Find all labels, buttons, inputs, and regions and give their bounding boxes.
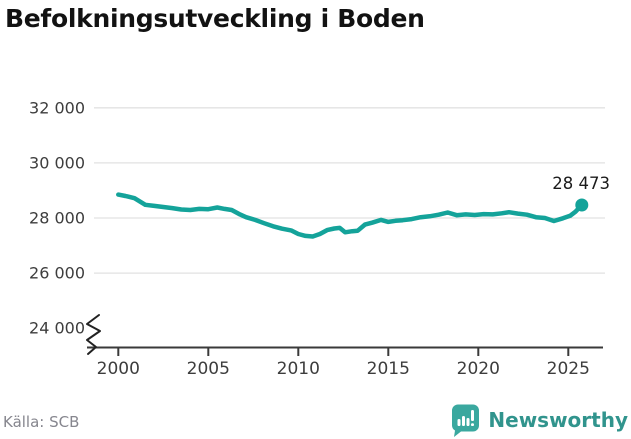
y-axis-tick-label: 32 000 — [29, 98, 85, 117]
newsworthy-logo-icon — [452, 404, 480, 437]
y-axis-tick-label: 26 000 — [29, 264, 85, 283]
x-axis-tick-label: 2005 — [187, 359, 230, 379]
page-title: Befolkningsutveckling i Boden — [5, 4, 425, 33]
end-value-label: 28 473 — [552, 174, 610, 193]
x-axis-tick-label: 2010 — [277, 359, 320, 379]
brand-name: Newsworthy — [488, 408, 628, 432]
newsworthy-brand: Newsworthy — [450, 403, 628, 437]
logo-bars-icon — [457, 410, 475, 426]
y-axis-tick-label: 30 000 — [29, 153, 85, 172]
y-axis-break-icon — [86, 314, 101, 355]
y-axis-tick-label: 24 000 — [29, 319, 85, 338]
x-axis-tick-label: 2020 — [457, 359, 500, 379]
logo-bubble-shape — [452, 404, 480, 437]
population-line — [116, 192, 585, 239]
y-axis-tick-label: 28 000 — [29, 209, 85, 228]
end-point-marker — [575, 198, 589, 212]
x-axis-tick-label: 2025 — [547, 359, 590, 379]
source-label: Källa: SCB — [3, 413, 80, 431]
x-axis-tick-label: 2015 — [367, 359, 410, 379]
x-axis-tick-label: 2000 — [97, 359, 140, 379]
